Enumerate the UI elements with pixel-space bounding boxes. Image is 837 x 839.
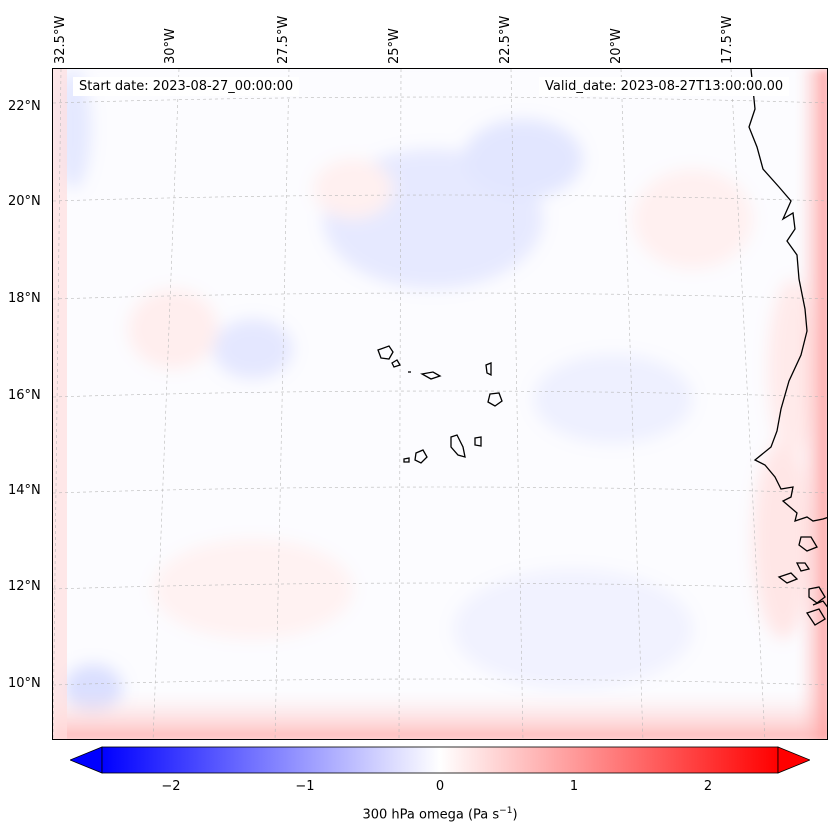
lon-label-22.5w: 22.5°W <box>498 15 513 64</box>
island-santiago <box>450 434 466 458</box>
colorbar-label: 300 hPa omega (Pa s−1) <box>0 806 837 822</box>
africa-coastline <box>748 69 827 626</box>
island-sao-nicolau <box>420 371 442 380</box>
colorbar-tick-1: 1 <box>569 779 579 794</box>
colorbar <box>68 744 812 776</box>
island-sao-vicente <box>391 359 401 368</box>
map-canvas <box>53 69 827 739</box>
island-sal <box>485 362 492 377</box>
colorbar-tick-minus1: −1 <box>295 779 315 794</box>
bottom-boundary-band <box>53 691 827 739</box>
colorbar-label-exponent: −1 <box>499 806 513 816</box>
colorbar-tick-0: 0 <box>435 779 445 794</box>
left-boundary-band <box>53 69 67 739</box>
valid-date-label: Valid_date: 2023-08-27T13:00:00.00 <box>539 77 790 96</box>
lat-label-10n: 10°N <box>8 676 41 691</box>
island-boa-vista <box>487 392 503 407</box>
lon-label-25w: 25°W <box>387 28 402 64</box>
lat-label-20n: 20°N <box>8 194 41 209</box>
lon-label-30w: 30°W <box>163 28 178 64</box>
colorbar-body <box>101 746 779 774</box>
lat-label-16n: 16°N <box>8 388 41 403</box>
omega-map <box>52 68 828 740</box>
lat-label-14n: 14°N <box>8 483 41 498</box>
island-brava <box>403 457 410 463</box>
island-santo-antao <box>377 345 394 360</box>
lon-label-27.5w: 27.5°W <box>276 15 291 64</box>
lon-label-17.5w: 17.5°W <box>720 15 735 64</box>
lon-label-20w: 20°W <box>609 28 624 64</box>
lat-label-18n: 18°N <box>8 291 41 306</box>
graticule <box>53 69 827 739</box>
lat-label-12n: 12°N <box>8 579 41 594</box>
colorbar-tick-2: 2 <box>703 779 713 794</box>
lat-label-22n: 22°N <box>8 99 41 114</box>
lon-label-32.5w: 32.5°W <box>53 15 68 64</box>
colorbar-svg <box>68 746 812 774</box>
cape-verde-islands <box>377 345 503 464</box>
colorbar-extend-max <box>777 746 812 774</box>
colorbar-extend-min <box>68 746 103 774</box>
omega-field <box>53 69 827 739</box>
colorbar-label-text: 300 hPa omega (Pa s <box>362 807 500 823</box>
colorbar-tick-minus2: −2 <box>161 779 181 794</box>
start-date-label: Start date: 2023-08-27_00:00:00 <box>73 77 300 96</box>
island-fogo <box>414 449 428 464</box>
colorbar-label-end: ) <box>512 807 518 823</box>
right-boundary-band <box>798 69 827 739</box>
island-maio <box>474 436 482 447</box>
